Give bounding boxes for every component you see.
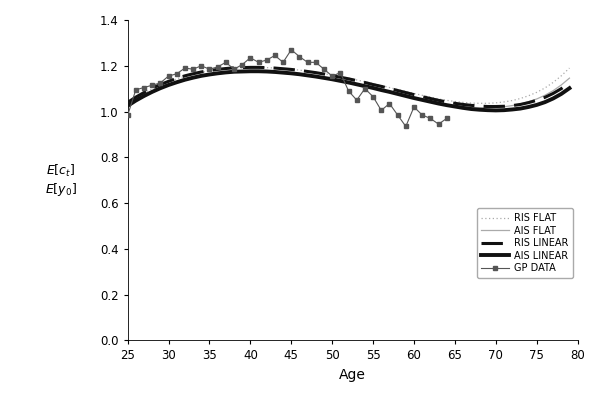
AIS FLAT <box>173 81 181 85</box>
RIS LINEAR <box>230 66 238 70</box>
AIS FLAT <box>230 70 238 75</box>
AIS LINEAR <box>296 72 303 77</box>
GP DATA <box>353 98 361 102</box>
Line: AIS FLAT: AIS FLAT <box>128 72 569 108</box>
AIS FLAT <box>296 73 303 77</box>
GP DATA <box>443 116 451 121</box>
AIS FLAT <box>566 76 573 81</box>
GP DATA <box>230 67 238 71</box>
RIS FLAT <box>476 101 483 106</box>
GP DATA <box>296 54 303 59</box>
GP DATA <box>345 89 352 93</box>
GP DATA <box>165 74 172 79</box>
Line: AIS LINEAR: AIS LINEAR <box>128 71 569 110</box>
AIS LINEAR <box>566 86 573 91</box>
AIS FLAT <box>239 69 246 74</box>
GP DATA <box>304 60 311 65</box>
GP DATA <box>329 74 336 79</box>
Line: RIS FLAT: RIS FLAT <box>128 67 569 103</box>
RIS FLAT <box>533 90 541 95</box>
RIS LINEAR <box>124 100 131 105</box>
GP DATA <box>435 122 442 127</box>
GP DATA <box>287 47 295 52</box>
RIS FLAT <box>296 68 303 73</box>
AIS LINEAR <box>206 72 213 77</box>
GP DATA <box>320 67 328 71</box>
GP DATA <box>197 64 205 68</box>
GP DATA <box>419 113 426 118</box>
RIS FLAT <box>247 65 254 70</box>
GP DATA <box>394 113 401 118</box>
RIS FLAT <box>124 100 131 105</box>
Y-axis label: $E[c_t]$
$E[y_0]$: $E[c_t]$ $E[y_0]$ <box>45 162 77 198</box>
AIS FLAT <box>476 105 483 110</box>
GP DATA <box>255 60 262 65</box>
GP DATA <box>140 85 148 90</box>
GP DATA <box>124 113 131 118</box>
GP DATA <box>206 67 213 71</box>
GP DATA <box>271 53 278 58</box>
GP DATA <box>377 108 385 113</box>
AIS FLAT <box>206 73 213 77</box>
GP DATA <box>157 81 164 85</box>
RIS LINEAR <box>484 104 491 109</box>
GP DATA <box>173 71 181 76</box>
RIS LINEAR <box>296 68 303 73</box>
GP DATA <box>427 116 434 121</box>
RIS FLAT <box>173 77 181 81</box>
RIS LINEAR <box>533 98 541 103</box>
Legend: RIS FLAT, AIS FLAT, RIS LINEAR, AIS LINEAR, GP DATA: RIS FLAT, AIS FLAT, RIS LINEAR, AIS LINE… <box>476 208 573 278</box>
GP DATA <box>337 70 344 75</box>
X-axis label: Age: Age <box>339 368 366 382</box>
GP DATA <box>149 83 156 88</box>
GP DATA <box>263 58 271 62</box>
RIS LINEAR <box>206 68 213 73</box>
AIS FLAT <box>124 104 131 109</box>
GP DATA <box>247 55 254 60</box>
GP DATA <box>181 66 188 70</box>
RIS LINEAR <box>173 76 181 81</box>
AIS LINEAR <box>247 69 254 74</box>
AIS LINEAR <box>124 104 131 108</box>
GP DATA <box>361 86 368 91</box>
AIS FLAT <box>533 96 541 101</box>
GP DATA <box>386 101 393 106</box>
RIS FLAT <box>206 68 213 73</box>
AIS LINEAR <box>230 69 238 74</box>
RIS FLAT <box>566 66 573 70</box>
GP DATA <box>222 60 229 65</box>
GP DATA <box>410 104 418 109</box>
GP DATA <box>239 62 246 67</box>
AIS FLAT <box>557 83 565 87</box>
Line: RIS LINEAR: RIS LINEAR <box>128 67 569 106</box>
RIS LINEAR <box>557 86 565 91</box>
AIS LINEAR <box>557 92 565 96</box>
RIS LINEAR <box>247 65 254 70</box>
GP DATA <box>280 60 287 65</box>
GP DATA <box>402 124 409 129</box>
Line: GP DATA: GP DATA <box>126 48 448 128</box>
AIS LINEAR <box>492 108 499 113</box>
RIS LINEAR <box>566 80 573 85</box>
GP DATA <box>190 67 197 71</box>
GP DATA <box>370 94 377 99</box>
GP DATA <box>312 60 319 65</box>
GP DATA <box>214 65 221 69</box>
RIS FLAT <box>557 73 565 78</box>
GP DATA <box>132 87 139 92</box>
AIS LINEAR <box>173 80 181 85</box>
AIS LINEAR <box>533 102 541 107</box>
RIS FLAT <box>230 66 238 70</box>
